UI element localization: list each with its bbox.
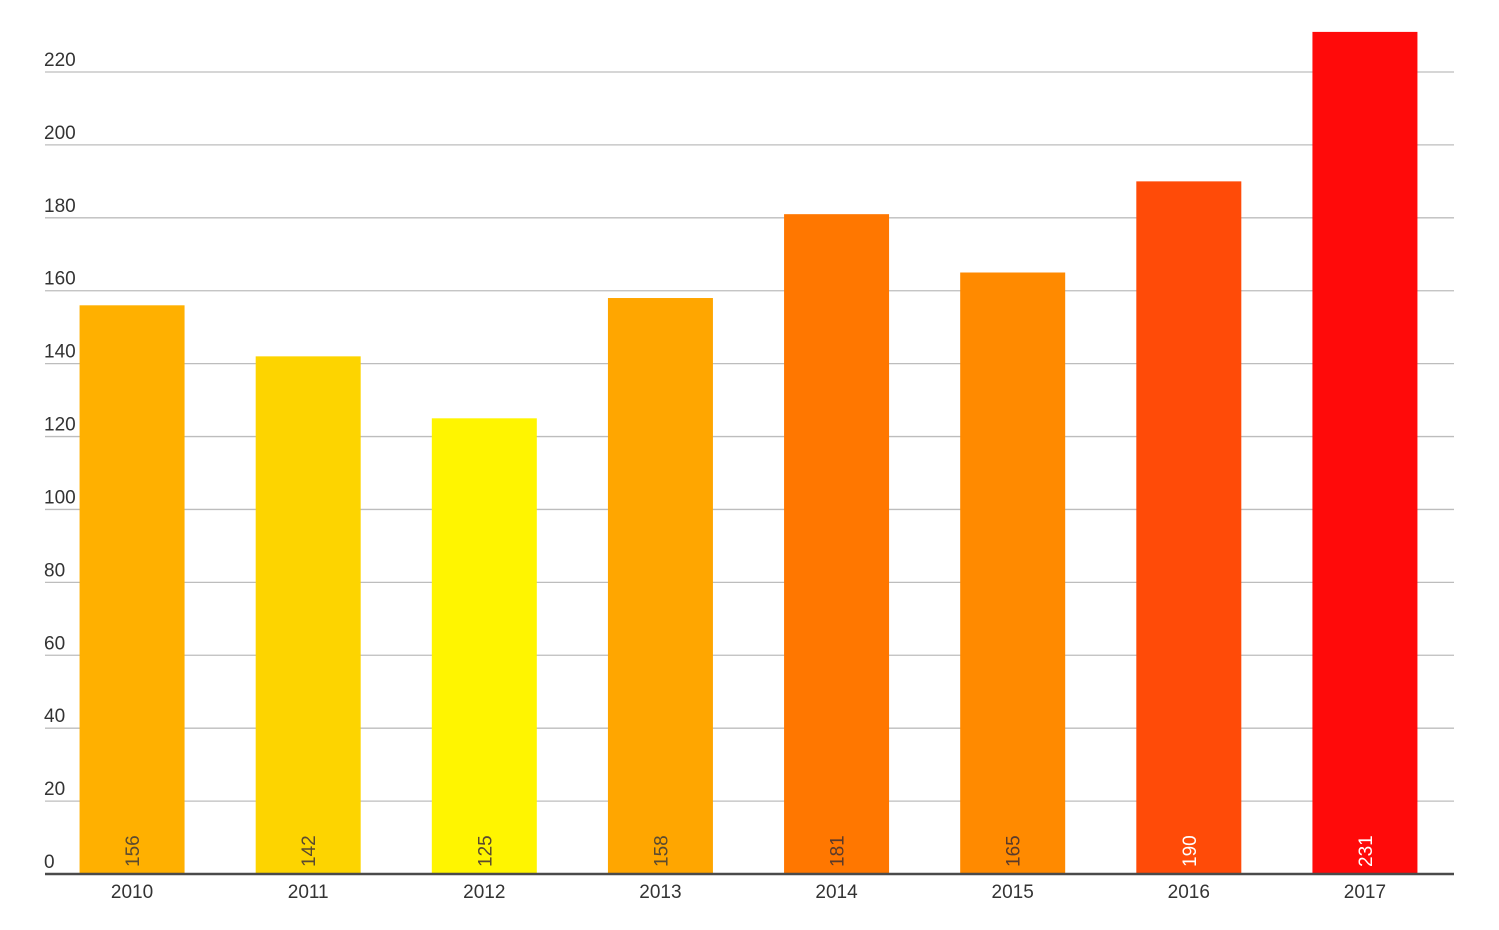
data-label: 156 — [123, 835, 144, 867]
y-tick-label: 220 — [44, 50, 76, 71]
x-axis: 2010 2011 2012 2013 2014 2015 2016 2017 — [45, 872, 1454, 903]
bar-2010 — [79, 305, 185, 874]
data-label: 181 — [828, 835, 849, 867]
y-tick-label: 20 — [44, 779, 65, 800]
bar-2012 — [431, 418, 537, 874]
y-axis: 0 20 40 60 80 100 120 140 160 180 200 220 — [44, 50, 76, 873]
data-label: 231 — [1356, 835, 1377, 867]
x-tick-label: 2012 — [463, 882, 505, 903]
y-tick-label: 160 — [44, 269, 76, 290]
y-tick-label: 140 — [44, 342, 76, 363]
x-tick-label: 2017 — [1344, 882, 1386, 903]
bars — [79, 31, 1418, 874]
y-tick-label: 120 — [44, 415, 76, 436]
data-label: 142 — [299, 835, 320, 867]
data-labels: 156 142 125 158 181 165 190 231 — [123, 835, 1377, 867]
bar-2017 — [1312, 31, 1418, 874]
y-tick-label: 180 — [44, 196, 76, 217]
y-tick-label: 0 — [44, 852, 55, 873]
bar-2016 — [1136, 181, 1242, 874]
data-label: 165 — [1004, 835, 1025, 867]
x-tick-label: 2013 — [639, 882, 681, 903]
data-label: 158 — [651, 835, 672, 867]
bar-2014 — [784, 214, 890, 874]
x-tick-label: 2016 — [1168, 882, 1210, 903]
x-tick-label: 2015 — [992, 882, 1034, 903]
bar-2015 — [960, 272, 1066, 874]
y-tick-label: 80 — [44, 560, 65, 581]
y-tick-label: 60 — [44, 633, 65, 654]
y-tick-label: 40 — [44, 706, 65, 727]
y-tick-label: 100 — [44, 487, 76, 508]
x-tick-label: 2011 — [288, 882, 329, 903]
x-tick-label: 2014 — [815, 882, 858, 903]
data-label: 125 — [475, 835, 496, 867]
data-label: 190 — [1180, 835, 1201, 867]
bar-2013 — [607, 298, 713, 874]
y-tick-label: 200 — [44, 123, 76, 144]
x-tick-label: 2010 — [111, 882, 153, 903]
bar-2011 — [255, 356, 361, 874]
